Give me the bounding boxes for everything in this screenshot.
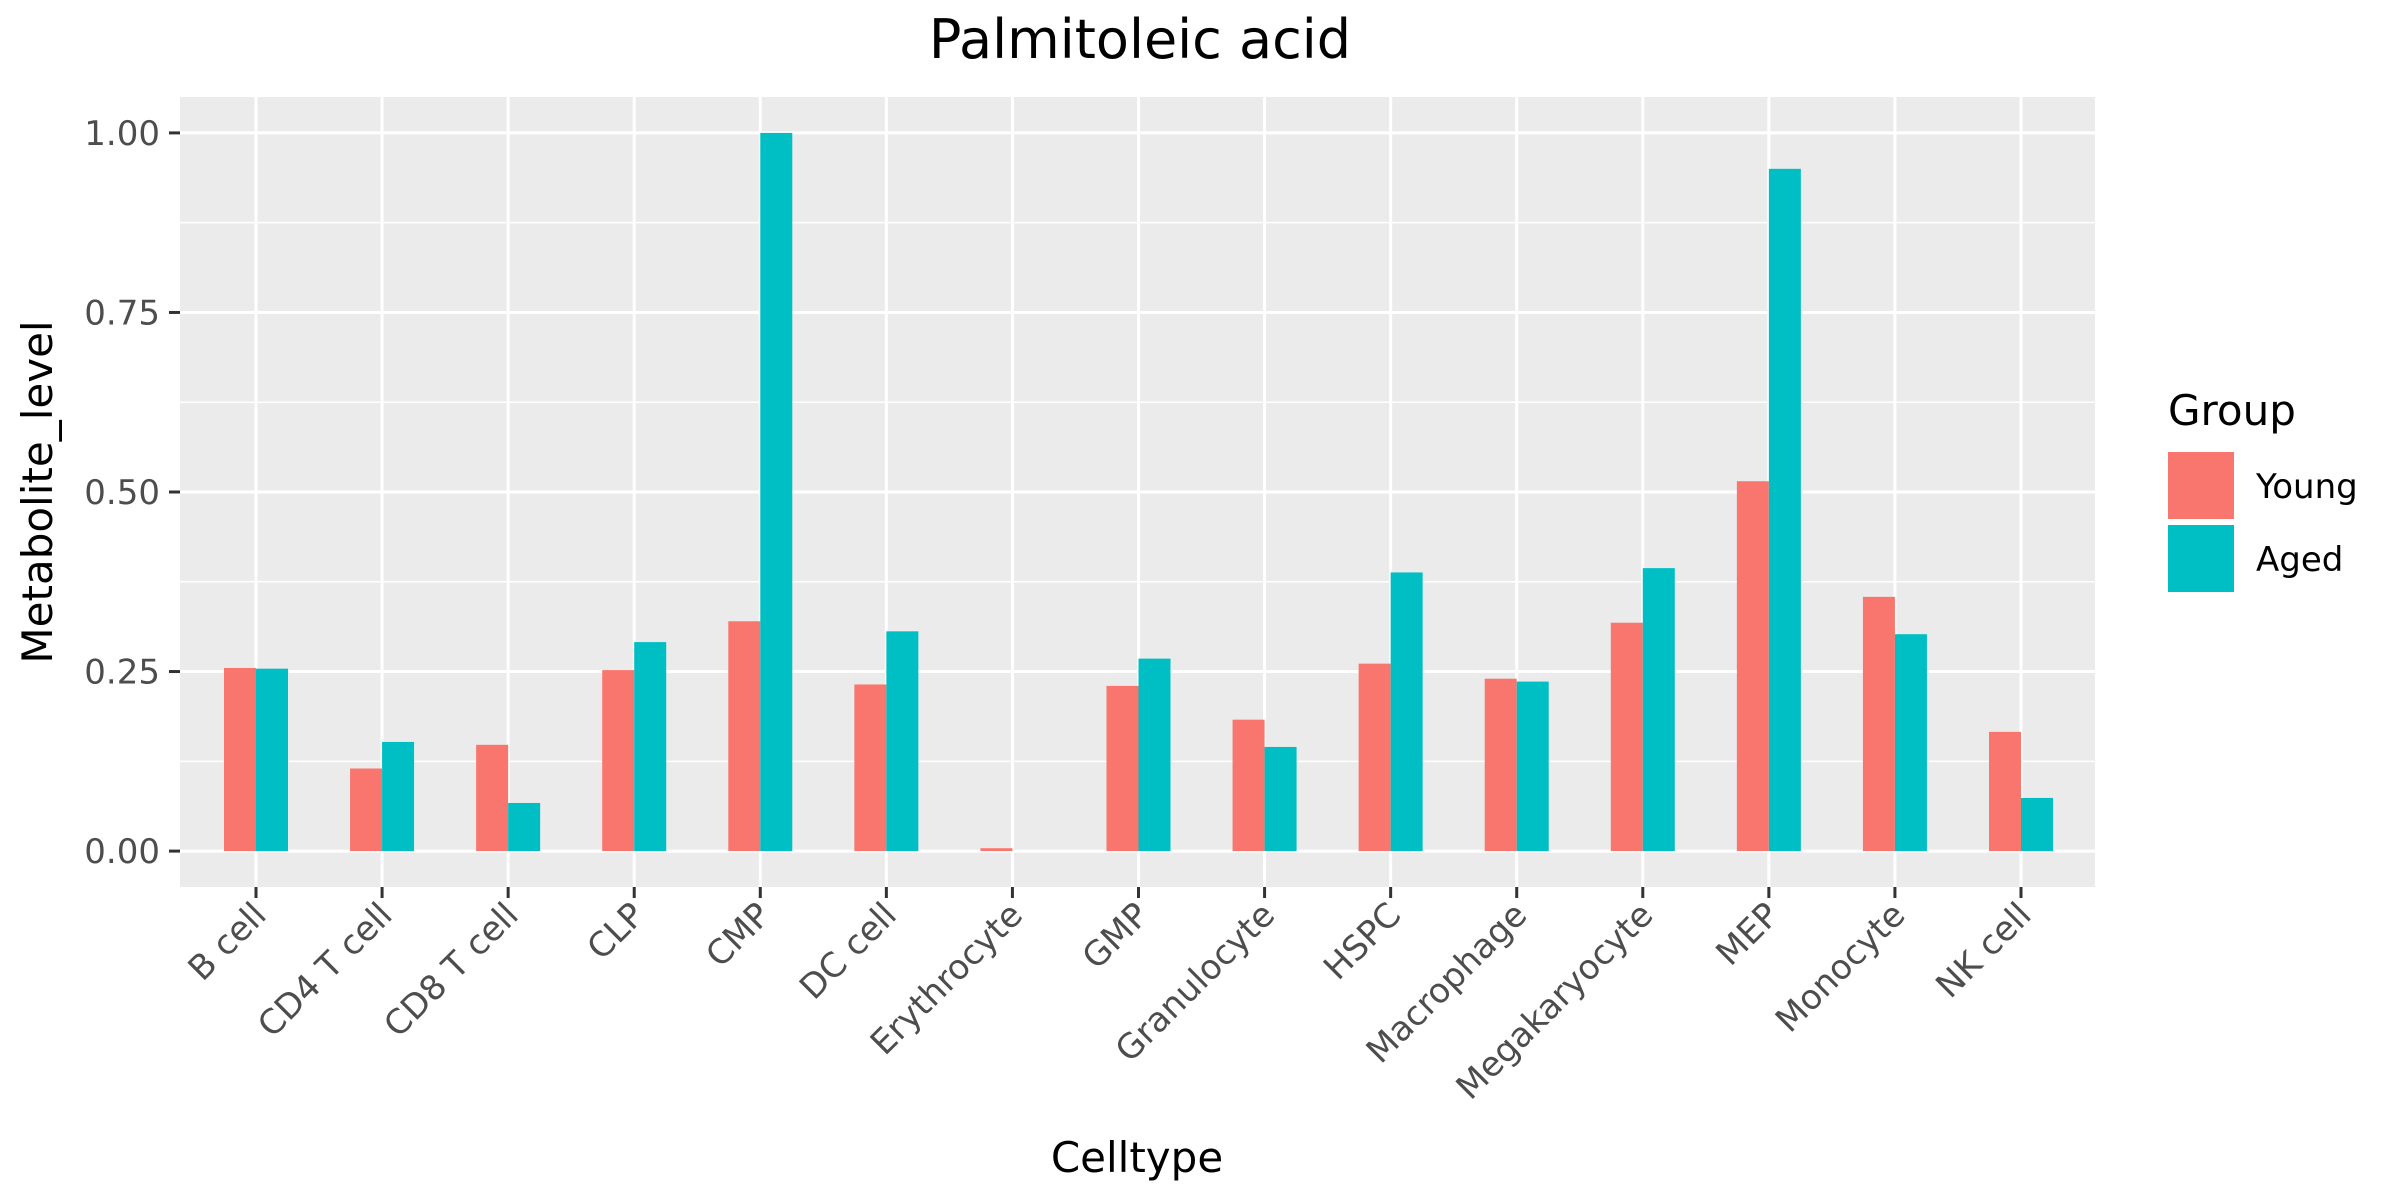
bar-aged-nk-cell [2021, 797, 2053, 852]
bar-aged-megakaryocyte [1642, 568, 1675, 852]
x-axis-title: Celltype [1051, 1133, 1223, 1182]
bar-aged-gmp [1138, 658, 1171, 852]
y-tick-label: 0.75 [84, 293, 160, 333]
legend-label-young: Young [2255, 467, 2358, 507]
chart-title: Palmitoleic acid [929, 8, 1351, 71]
y-tick-label: 0.50 [84, 473, 160, 513]
bar-young-dc-cell [854, 684, 887, 852]
y-tick-label: 0.00 [84, 832, 160, 872]
bar-aged-monocyte [1894, 634, 1927, 852]
bar-young-hspc [1358, 663, 1391, 852]
x-tick-label: NK cell [1928, 895, 2039, 1006]
bar-young-megakaryocyte [1610, 622, 1643, 852]
bar-aged-cd8-t-cell [508, 802, 541, 852]
bar-young-clp [602, 670, 635, 852]
bar-young-cmp [728, 621, 761, 852]
legend-swatch-aged [2168, 525, 2234, 592]
y-axis: 0.00 0.25 0.50 0.75 1.00 [84, 114, 180, 872]
bar-aged-b-cell [256, 668, 288, 852]
x-tick-label: GMP [1075, 895, 1157, 977]
bars [224, 132, 2053, 852]
legend-swatch-young [2168, 452, 2234, 519]
legend: Group Young Aged [2168, 386, 2358, 592]
legend-title: Group [2168, 386, 2296, 435]
y-axis-title: Metabolite_level [13, 320, 62, 663]
x-tick-label: B cell [181, 895, 275, 989]
bar-young-nk-cell [1989, 731, 2021, 852]
x-tick-label: CMP [698, 895, 778, 975]
bar-aged-macrophage [1516, 681, 1549, 852]
bar-aged-hspc [1390, 572, 1423, 852]
bar-young-macrophage [1484, 678, 1517, 852]
legend-label-aged: Aged [2256, 540, 2343, 580]
bar-young-cd8-t-cell [476, 744, 509, 852]
y-tick-label: 0.25 [84, 653, 160, 693]
bar-young-b-cell [224, 667, 256, 852]
x-tick-label: CD8 T cell [376, 895, 526, 1045]
x-tick-label: CLP [580, 895, 653, 968]
bar-young-cd4-t-cell [350, 768, 383, 852]
bar-aged-cd4-t-cell [382, 741, 415, 852]
x-tick-label: Monocyte [1768, 895, 1913, 1040]
bar-young-gmp [1106, 685, 1139, 852]
bar-young-erythrocyte [980, 848, 1013, 852]
bar-aged-granulocyte [1264, 746, 1297, 852]
x-tick-label: DC cell [792, 895, 905, 1008]
bar-young-mep [1736, 481, 1769, 852]
x-tick-label: HSPC [1316, 895, 1409, 988]
bar-young-monocyte [1862, 596, 1895, 852]
x-tick-label: CD4 T cell [250, 895, 400, 1045]
bar-aged-dc-cell [886, 631, 919, 852]
bar-young-granulocyte [1232, 719, 1265, 852]
bar-aged-cmp [760, 132, 793, 852]
bar-aged-clp [634, 642, 667, 852]
y-tick-label: 1.00 [84, 114, 160, 154]
x-tick-label: MEP [1709, 895, 1788, 974]
bar-aged-mep [1768, 168, 1801, 852]
